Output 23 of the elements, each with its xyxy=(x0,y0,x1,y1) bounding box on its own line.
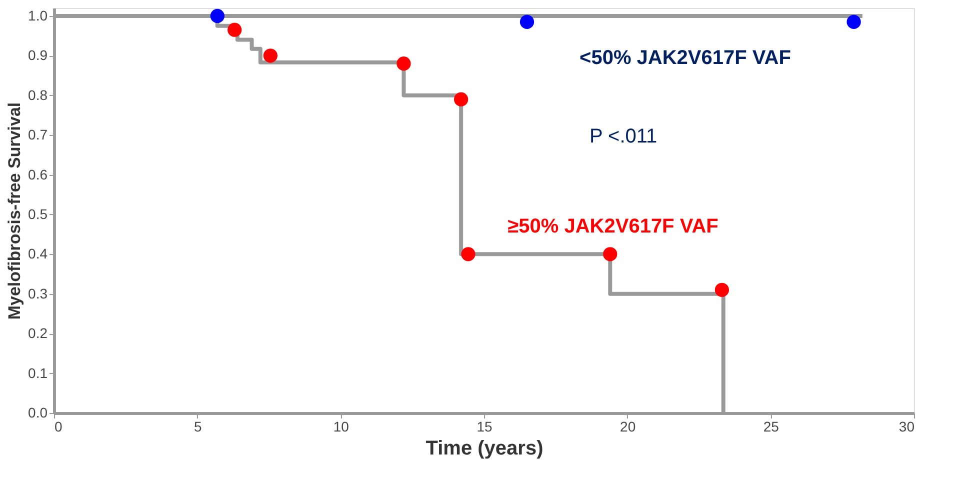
x-tick-label: 15 xyxy=(476,418,492,434)
x-tick-label: 30 xyxy=(898,418,915,434)
x-tick-label: 0 xyxy=(54,418,62,434)
y-tick-label: 0.5 xyxy=(28,206,48,222)
annotation: <50% JAK2V617F VAF xyxy=(580,47,791,70)
y-tick-label: 0.9 xyxy=(28,47,48,64)
y-tick-label: 0.3 xyxy=(28,285,48,302)
y-tick-label: 0.7 xyxy=(28,126,48,143)
y-tick-label: 0.8 xyxy=(28,86,48,103)
y-tick-label: 0.4 xyxy=(28,246,48,262)
y-tick-label: 0.2 xyxy=(28,325,48,342)
y-tick-label: 0.6 xyxy=(28,166,48,182)
x-tick-label: 5 xyxy=(194,418,202,434)
y-axis-title: Myelofibrosis-free Survival xyxy=(5,102,24,320)
annotation: P <.011 xyxy=(589,125,658,148)
x-tick-label: 20 xyxy=(620,418,636,434)
y-tick-label: 1.0 xyxy=(28,7,48,24)
y-tick-label: 0.1 xyxy=(28,364,48,381)
annotation: ≥50% JAK2V617F VAF xyxy=(508,216,718,238)
y-tick-label: 0.0 xyxy=(28,404,48,420)
x-tick-label: 25 xyxy=(763,418,780,434)
x-tick-label: 10 xyxy=(333,418,350,434)
x-axis-title: Time (years) xyxy=(426,438,544,460)
